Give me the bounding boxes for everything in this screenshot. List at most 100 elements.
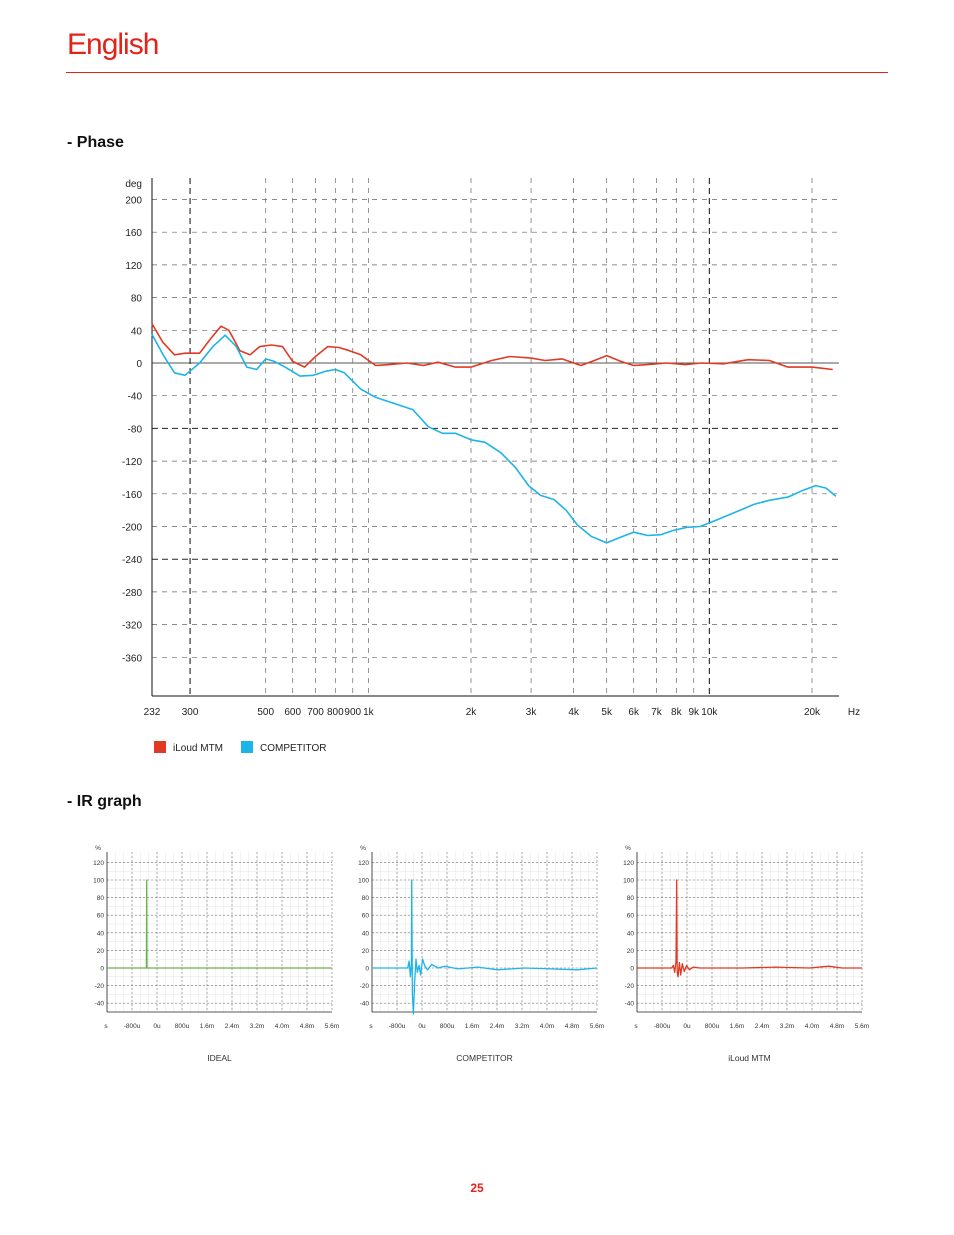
y-tick-label: -240	[122, 555, 142, 566]
y-tick-label: -40	[128, 392, 143, 403]
y-axis-label: %	[360, 845, 366, 852]
x-tick-label: 800u	[440, 1023, 455, 1030]
y-tick-label: -320	[122, 621, 142, 632]
ir-chart-ideal: 120 100 80 60 40 20 0 -20 -40% s -800u 0u 800u 1.6m 2.…	[93, 845, 339, 1063]
x-tick-label: s	[369, 1023, 373, 1030]
x-tick-label: s	[104, 1023, 108, 1030]
x-tick-label: 4.8m	[300, 1023, 314, 1030]
ir-chart-iloud-mtm: 120 100 80 60 40 20 0 -20 -40% s -800u 0u 800u 1.6m 2.…	[623, 845, 869, 1063]
page-title: English	[67, 28, 159, 61]
x-tick-label: 0u	[153, 1023, 161, 1030]
y-tick-label: -80	[128, 424, 143, 435]
ir-series-line	[372, 879, 598, 1015]
series-line-iloud-mtm	[151, 323, 833, 371]
y-tick-label: -40	[625, 1001, 635, 1008]
y-tick-label: 0	[136, 359, 142, 370]
y-tick-label: 0	[630, 966, 634, 973]
y-tick-label: 160	[125, 228, 142, 239]
y-tick-label: 0	[100, 966, 104, 973]
phase-chart: 200 160 120 80 40 0 -40 -80 -120 -160 -200 -240 -280…	[122, 178, 860, 754]
y-tick-label: 100	[623, 878, 634, 885]
x-tick-label: 4.0m	[275, 1023, 289, 1030]
x-tick-label: s	[634, 1023, 638, 1030]
x-tick-label: 500	[257, 707, 274, 718]
ir-series-line	[637, 879, 862, 978]
x-tick-label: 800u	[705, 1023, 720, 1030]
x-tick-label: 0u	[683, 1023, 691, 1030]
x-tick-label: 3k	[526, 707, 538, 718]
y-tick-label: -20	[360, 983, 370, 990]
x-tick-label: 3.2m	[780, 1023, 794, 1030]
y-tick-label: -40	[95, 1001, 105, 1008]
y-tick-label: 100	[93, 878, 104, 885]
y-axis-label: %	[95, 845, 101, 852]
x-tick-label: 3.2m	[515, 1023, 529, 1030]
y-tick-label: 40	[131, 326, 143, 337]
x-tick-label: 9k	[688, 707, 700, 718]
legend-swatch	[154, 741, 166, 753]
phase-heading: - Phase	[67, 134, 124, 151]
ir-chart-caption: COMPETITOR	[456, 1053, 513, 1063]
y-tick-label: -200	[122, 523, 142, 534]
y-tick-label: -280	[122, 588, 142, 599]
x-tick-label: 4.0m	[540, 1023, 554, 1030]
x-tick-label: 4.8m	[565, 1023, 579, 1030]
x-tick-label: 4.8m	[830, 1023, 844, 1030]
legend-label: iLoud MTM	[173, 743, 223, 754]
x-tick-label: 700	[307, 707, 324, 718]
series-line-competitor	[151, 334, 837, 544]
x-tick-label: 5.6m	[590, 1023, 604, 1030]
y-tick-label: -20	[625, 983, 635, 990]
y-tick-label: -40	[360, 1001, 370, 1008]
ir-graph-heading: - IR graph	[67, 793, 142, 810]
x-tick-label: 800u	[175, 1023, 190, 1030]
y-tick-label: 80	[362, 895, 370, 902]
page-number: 25	[470, 1181, 484, 1195]
x-tick-label: 2.4m	[225, 1023, 239, 1030]
x-tick-label: 3.2m	[250, 1023, 264, 1030]
ir-chart-competitor: 120 100 80 60 40 20 0 -20 -40% s -800u 0u 800u 1.6m 2.…	[358, 845, 604, 1063]
x-tick-label: 4.0m	[805, 1023, 819, 1030]
ir-chart-caption: IDEAL	[207, 1053, 232, 1063]
y-tick-label: 20	[97, 948, 105, 955]
y-tick-label: 60	[362, 913, 370, 920]
y-tick-label: 0	[365, 966, 369, 973]
x-tick-label: 7k	[651, 707, 663, 718]
x-tick-label: 300	[182, 707, 199, 718]
x-tick-label: 0u	[418, 1023, 426, 1030]
x-tick-label: 232	[144, 707, 161, 718]
y-tick-label: -160	[122, 490, 142, 501]
x-tick-label: 900	[344, 707, 361, 718]
y-tick-label: -120	[122, 457, 142, 468]
y-tick-label: 120	[358, 860, 369, 867]
legend-label: COMPETITOR	[260, 743, 326, 754]
x-tick-label: 6k	[628, 707, 640, 718]
y-tick-label: 60	[627, 913, 635, 920]
x-tick-label: 1k	[363, 707, 375, 718]
y-tick-label: 100	[358, 878, 369, 885]
y-tick-label: 120	[623, 860, 634, 867]
y-axis-label: deg	[125, 179, 142, 190]
x-tick-label: 2.4m	[755, 1023, 769, 1030]
y-axis-label: %	[625, 845, 631, 852]
x-tick-label: 5.6m	[325, 1023, 339, 1030]
x-tick-label: 2.4m	[490, 1023, 504, 1030]
x-tick-label: 600	[284, 707, 301, 718]
y-tick-label: -20	[95, 983, 105, 990]
x-tick-label: 1.6m	[730, 1023, 744, 1030]
x-tick-label: 4k	[568, 707, 580, 718]
x-tick-label: 2k	[466, 707, 478, 718]
y-tick-label: 20	[627, 948, 635, 955]
x-tick-label: -800u	[124, 1023, 141, 1030]
y-tick-label: 20	[362, 948, 370, 955]
x-axis-unit: Hz	[848, 707, 860, 718]
y-tick-label: 80	[627, 895, 635, 902]
x-tick-label: 1.6m	[465, 1023, 479, 1030]
x-tick-label: 20k	[804, 707, 821, 718]
y-tick-label: 60	[97, 913, 105, 920]
y-tick-label: 80	[131, 294, 143, 305]
y-tick-label: 40	[627, 930, 635, 937]
x-tick-label: 1.6m	[200, 1023, 214, 1030]
header-rule	[66, 72, 888, 73]
y-tick-label: 80	[97, 895, 105, 902]
